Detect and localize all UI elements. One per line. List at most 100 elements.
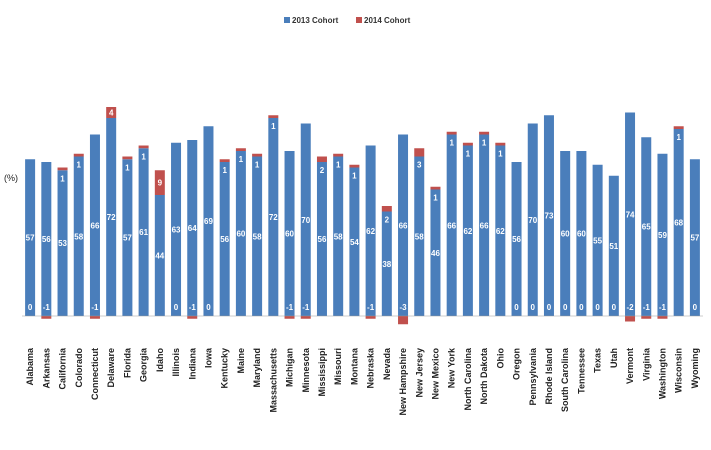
data-label-2013-3: 58 xyxy=(74,232,83,241)
x-tick-label: Vermont xyxy=(625,348,635,384)
bar-2014-6 xyxy=(122,156,133,160)
x-tick-label: Maryland xyxy=(252,348,262,388)
data-label-2014-24: 3 xyxy=(417,161,422,170)
data-label-2014-39: -1 xyxy=(659,303,667,312)
data-label-2014-2: 1 xyxy=(60,174,65,183)
bar-2014-14 xyxy=(252,153,263,157)
data-label-2013-29: 62 xyxy=(496,227,505,236)
data-label-2013-12: 56 xyxy=(220,235,229,244)
data-label-2014-14: 1 xyxy=(255,161,260,170)
x-tick-label: Rhode Island xyxy=(544,348,554,405)
bar-2013-23 xyxy=(398,134,409,316)
data-label-2013-30: 56 xyxy=(512,235,521,244)
x-tick-label: Pennsylvania xyxy=(528,347,538,406)
data-label-2013-13: 60 xyxy=(236,230,245,239)
data-label-2013-41: 57 xyxy=(690,234,699,243)
bar-2013-38 xyxy=(641,137,652,316)
legend-swatch-1 xyxy=(356,17,362,23)
bar-2013-15 xyxy=(268,118,279,316)
bar-2014-37 xyxy=(625,316,636,322)
legend-label-0: 2013 Cohort xyxy=(292,16,339,25)
bar-2013-30 xyxy=(511,162,522,316)
legend-swatch-0 xyxy=(284,17,290,23)
data-label-2013-31: 70 xyxy=(528,216,537,225)
bar-2013-9 xyxy=(171,142,182,316)
data-label-2014-32: 0 xyxy=(547,303,552,312)
data-label-2014-16: -1 xyxy=(286,303,294,312)
bar-2014-40 xyxy=(673,126,684,129)
x-tick-label: Ohio xyxy=(495,348,505,369)
data-label-2013-37: 74 xyxy=(626,210,635,219)
bar-2013-14 xyxy=(252,156,263,316)
bar-2013-5 xyxy=(106,118,117,316)
data-label-2013-40: 68 xyxy=(674,219,683,228)
x-tick-label: Iowa xyxy=(203,347,213,368)
data-label-2014-33: 0 xyxy=(563,303,568,312)
bar-2013-11 xyxy=(203,126,214,316)
data-label-2014-17: -1 xyxy=(302,303,310,312)
bar-2014-24 xyxy=(414,148,425,157)
data-label-2013-7: 61 xyxy=(139,228,148,237)
data-label-2013-21: 62 xyxy=(366,227,375,236)
x-tick-label: Utah xyxy=(609,348,619,368)
bar-2014-10 xyxy=(187,316,198,319)
bar-2014-2 xyxy=(57,167,68,171)
bar-2014-23 xyxy=(398,316,409,325)
bar-2013-22 xyxy=(381,211,392,316)
data-label-2013-16: 60 xyxy=(285,230,294,239)
x-tick-label: Michigan xyxy=(285,348,295,387)
data-label-2013-23: 66 xyxy=(399,221,408,230)
x-tick-label: New York xyxy=(447,347,457,388)
x-tick-label: Mississippi xyxy=(317,348,327,397)
data-label-2014-0: 0 xyxy=(28,303,33,312)
x-tick-label: Maine xyxy=(236,348,246,374)
bar-2014-29 xyxy=(495,142,506,146)
bar-2014-8 xyxy=(154,170,165,195)
bar-2014-1 xyxy=(41,316,52,319)
data-label-2013-2: 53 xyxy=(58,239,67,248)
data-label-2014-35: 0 xyxy=(595,303,600,312)
bar-2013-17 xyxy=(300,123,311,316)
x-tick-label: New Hampshire xyxy=(398,348,408,416)
data-label-2013-28: 66 xyxy=(480,221,489,230)
data-label-2013-24: 58 xyxy=(415,232,424,241)
bar-2014-13 xyxy=(235,148,246,151)
x-tick-label: Wisconsin xyxy=(674,348,684,393)
bar-2013-29 xyxy=(495,145,506,316)
data-label-2014-13: 1 xyxy=(239,155,244,164)
bar-2013-34 xyxy=(576,151,587,316)
bar-2013-10 xyxy=(187,140,198,316)
bar-2013-2 xyxy=(57,170,68,316)
legend-label-1: 2014 Cohort xyxy=(364,16,411,25)
data-label-2013-8: 44 xyxy=(155,252,164,261)
bar-2013-35 xyxy=(592,164,603,316)
data-label-2014-4: -1 xyxy=(91,303,99,312)
bar-2014-7 xyxy=(138,145,149,149)
data-label-2013-22: 38 xyxy=(382,260,391,269)
data-label-2013-0: 57 xyxy=(26,234,35,243)
data-label-2014-31: 0 xyxy=(531,303,536,312)
data-label-2014-7: 1 xyxy=(141,152,146,161)
data-label-2013-11: 69 xyxy=(204,217,213,226)
data-label-2013-35: 55 xyxy=(593,236,602,245)
bar-2014-5 xyxy=(106,107,117,118)
data-label-2014-19: 1 xyxy=(336,161,341,170)
bar-2013-33 xyxy=(560,151,571,316)
bar-2014-38 xyxy=(641,316,652,319)
x-tick-labels: Alabama Arkansas California Colorado Connect… xyxy=(25,347,700,416)
data-label-2013-36: 51 xyxy=(609,242,618,251)
bar-2013-24 xyxy=(414,156,425,316)
bar-2013-25 xyxy=(430,189,441,316)
data-label-2014-6: 1 xyxy=(125,163,130,172)
data-label-2014-30: 0 xyxy=(514,303,519,312)
bar-2013-16 xyxy=(284,151,295,316)
x-tick-label: New Jersey xyxy=(414,348,424,398)
legend: 2013 Cohort 2014 Cohort xyxy=(284,16,411,25)
x-tick-label: Oregon xyxy=(512,348,522,380)
data-label-2013-17: 70 xyxy=(301,216,310,225)
bar-2014-39 xyxy=(657,316,668,319)
bar-2013-7 xyxy=(138,148,149,316)
bar-2014-25 xyxy=(430,186,441,190)
